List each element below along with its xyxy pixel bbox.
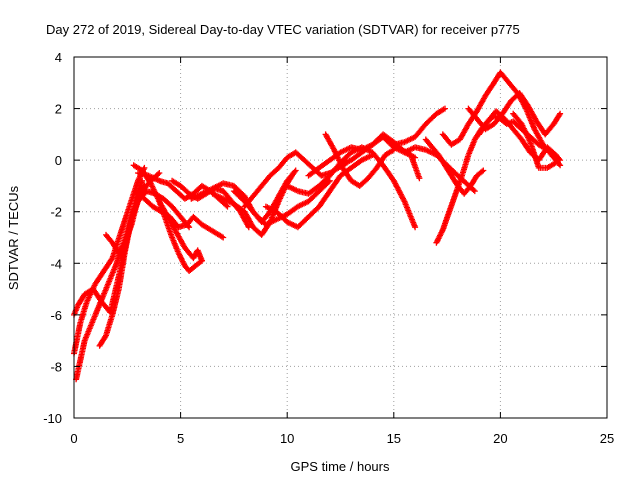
data-point [197,258,204,265]
data-point [442,105,448,112]
series-arc-26 [476,108,564,164]
series-arc-9 [156,198,205,274]
axis-ticks: 0 5 10 15 20 25 -10 -8 -6 -4 -2 0 2 4 [43,50,614,446]
x-tick-label: 25 [600,431,614,446]
x-tick-label: 10 [280,431,294,446]
data-point [139,177,146,184]
x-axis-label: GPS time / hours [291,459,390,474]
data-point [412,224,419,231]
series-arc-27 [510,110,559,171]
data-point [470,187,477,193]
data-point [552,159,559,166]
x-tick-label: 0 [70,431,77,446]
data-point [224,203,231,210]
x-tick-label: 15 [387,431,401,446]
data-point [156,170,163,176]
data-point [155,171,162,178]
data-point [557,157,564,164]
x-tick-label: 20 [493,431,507,446]
y-axis-label: SDTVAR / TECUs [6,185,21,290]
data-point [198,257,205,264]
series-arc-2 [71,177,146,318]
data-point [471,188,478,195]
y-tick-label: 0 [55,153,62,168]
series-arc-12 [209,170,297,238]
data-points [71,69,564,383]
y-tick-label: -10 [43,411,62,426]
data-point [557,110,564,117]
data-point [290,170,297,176]
series-arc-20 [390,105,448,148]
data-point [220,234,227,241]
y-tick-label: -8 [50,359,62,374]
data-point [289,171,296,178]
data-point [556,112,563,118]
data-point [480,167,487,174]
data-point [416,175,423,182]
series-arc-24 [439,69,564,169]
series-arc-22 [422,136,487,197]
data-point [390,146,397,153]
series-arc-18 [322,131,397,189]
x-tick-label: 5 [177,431,184,446]
data-point [557,162,564,169]
data-point [223,202,230,209]
data-point [141,182,148,189]
y-tick-label: -2 [50,205,62,220]
chart-title: Day 272 of 2019, Sidereal Day-to-day VTE… [46,22,520,37]
data-point [479,168,486,175]
data-point [121,240,128,247]
plot-frame [73,56,608,419]
y-tick-label: -4 [50,256,62,271]
y-tick-label: 2 [55,102,62,117]
series-arc-10 [169,177,252,231]
data-point [556,155,562,162]
y-tick-label: -6 [50,308,62,323]
y-tick-label: 4 [55,50,62,65]
data-point [102,333,109,340]
